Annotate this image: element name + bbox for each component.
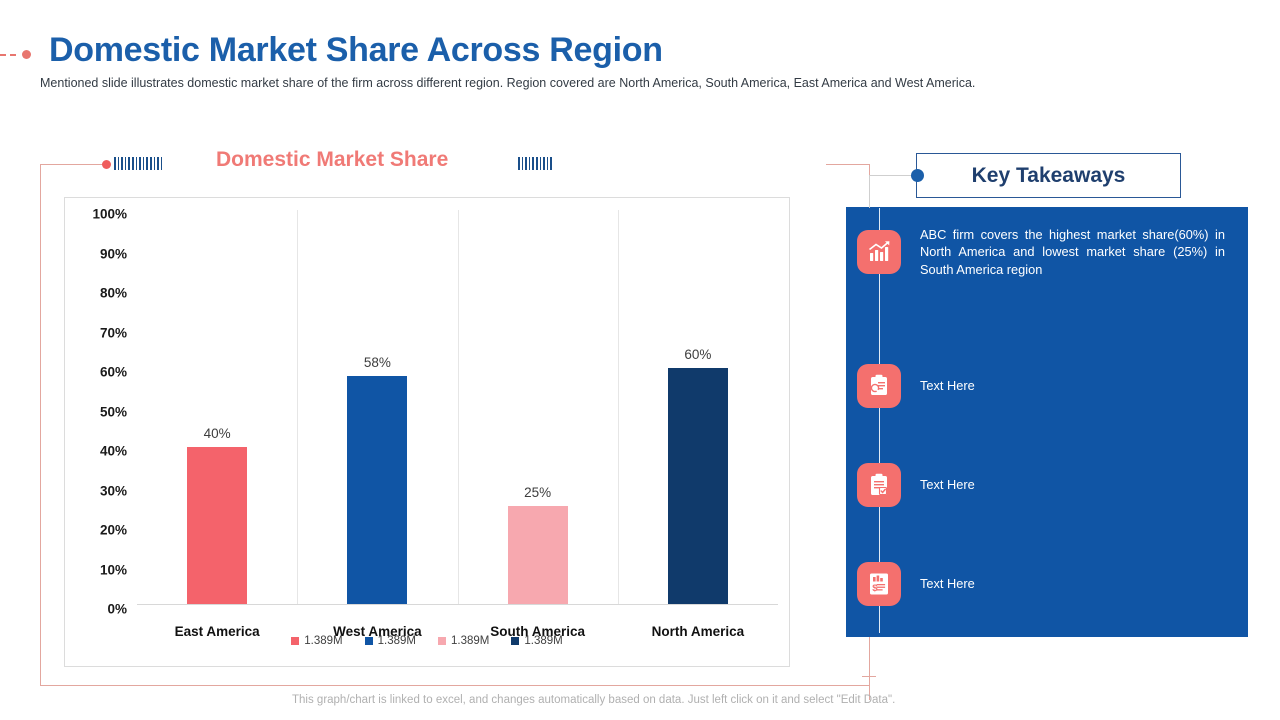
financial-report-icon[interactable]: $: [857, 562, 901, 606]
key-takeaway-text: Text Here: [920, 576, 975, 592]
key-takeaways-header: Key Takeaways: [916, 153, 1181, 198]
category-separator: [457, 210, 459, 605]
x-axis-category-label: North America: [651, 624, 745, 639]
connector-dot-icon: [102, 160, 111, 169]
y-axis-tick-label: 80%: [99, 285, 127, 301]
category-separator: [617, 210, 619, 605]
key-takeaway-text: Text Here: [920, 378, 975, 394]
bar-value-label: 40%: [203, 426, 231, 441]
y-axis-labels: 100% 90% 80% 70% 60% 50% 40% 30% 20% 10% 0%: [65, 202, 127, 617]
footer-note: This graph/chart is linked to excel, and…: [292, 694, 896, 706]
legend-label: 1.389M: [377, 635, 416, 647]
footer-connector-vline: [869, 676, 870, 700]
bar-value-label: 60%: [684, 347, 712, 362]
chart-container[interactable]: 100% 90% 80% 70% 60% 50% 40% 30% 20% 10% 0% 40% Eas…: [64, 197, 790, 667]
bar-group[interactable]: 60% North America: [618, 210, 778, 639]
key-takeaway-text: Text Here: [920, 477, 975, 493]
y-axis-tick-label: 30%: [99, 483, 127, 498]
plot-inner: 40% East America 58% West America 25% South A…: [137, 210, 778, 639]
bar-group[interactable]: 25% South America: [458, 210, 618, 639]
bar[interactable]: [347, 375, 408, 605]
chart-legend: 1.389M 1.389M 1.389M 1.389M: [65, 635, 789, 647]
y-axis-tick-label: 100%: [92, 206, 127, 222]
legend-swatch-icon: [438, 637, 446, 645]
x-axis-line: [137, 604, 778, 605]
growth-bar-chart-icon[interactable]: [857, 230, 901, 274]
y-axis-tick-label: 20%: [99, 522, 127, 538]
key-takeaways-panel: ABC firm covers the highest market share…: [846, 207, 1248, 637]
clipboard-search-icon[interactable]: [857, 364, 901, 408]
legend-label: 1.389M: [451, 635, 490, 647]
bar-value-label: 25%: [524, 485, 552, 501]
y-axis-tick-label: 40%: [99, 443, 127, 459]
y-axis-tick-label: 60%: [99, 364, 127, 380]
takeaways-lead-vline: [869, 175, 870, 208]
plot-area: 40% East America 58% West America 25% South A…: [137, 210, 778, 639]
bar-group[interactable]: 40% East America: [137, 210, 297, 639]
x-axis-category-label: South America: [490, 624, 586, 639]
category-separator: [297, 210, 299, 605]
legend-item[interactable]: 1.389M: [511, 635, 563, 647]
bracket-top-right-segment: [826, 164, 870, 165]
bracket-top-left-segment: [40, 164, 106, 165]
y-axis-tick-label: 90%: [99, 246, 127, 261]
bar[interactable]: [507, 506, 568, 605]
x-axis-category-label: West America: [333, 624, 422, 639]
legend-swatch-icon: [511, 637, 520, 645]
legend-label: 1.389M: [304, 635, 343, 647]
chart-heading: Domestic Market Share: [216, 148, 449, 171]
bar[interactable]: [187, 447, 248, 605]
y-axis-tick-label: 70%: [99, 325, 127, 340]
tickmarks-left-decoration: [114, 157, 163, 170]
legend-item[interactable]: 1.389M: [364, 635, 416, 647]
x-axis-category-label: East America: [174, 624, 260, 639]
y-axis-tick-label: 50%: [99, 404, 127, 419]
y-axis-tick-label: 0%: [107, 601, 127, 617]
title-marker: [0, 50, 40, 60]
legend-swatch-icon: [291, 637, 300, 645]
clipboard-check-icon[interactable]: [857, 463, 901, 507]
key-takeaway-text: ABC firm covers the highest market share…: [920, 226, 1225, 277]
takeaways-bullet-dot-icon: [911, 169, 924, 182]
legend-item[interactable]: 1.389M: [291, 635, 343, 647]
bar-value-label: 58%: [363, 354, 391, 370]
y-axis-tick-label: 10%: [99, 562, 127, 577]
takeaways-spine-line: [879, 208, 880, 633]
legend-swatch-icon: [364, 637, 373, 645]
svg-text:$: $: [872, 583, 878, 594]
legend-item[interactable]: 1.389M: [438, 635, 489, 647]
takeaways-lead-line: [869, 175, 915, 176]
bar-group[interactable]: 58% West America: [297, 210, 457, 639]
legend-label: 1.389M: [524, 635, 563, 647]
page-subtitle: Mentioned slide illustrates domestic mar…: [40, 76, 976, 90]
dashed-line-icon: [0, 54, 16, 56]
key-takeaways-title: Key Takeaways: [971, 163, 1126, 187]
page-title: Domestic Market Share Across Region: [49, 31, 663, 69]
bar[interactable]: [667, 368, 728, 605]
bullet-dot-icon: [22, 50, 31, 59]
tickmarks-right-decoration: [518, 157, 552, 170]
